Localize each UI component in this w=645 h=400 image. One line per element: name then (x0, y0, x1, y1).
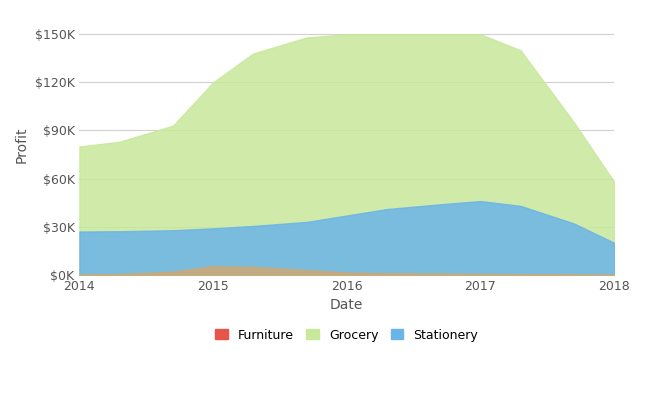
Legend: Furniture, Grocery, Stationery: Furniture, Grocery, Stationery (210, 324, 483, 346)
X-axis label: Date: Date (330, 298, 364, 312)
Y-axis label: Profit: Profit (15, 127, 29, 163)
